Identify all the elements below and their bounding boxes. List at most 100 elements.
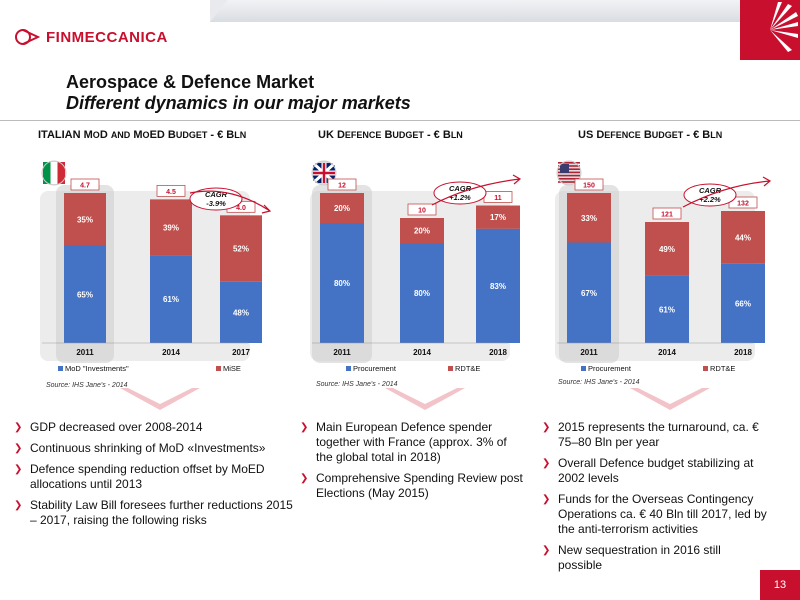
data-label: 49% <box>659 245 675 254</box>
x-tick-label: 2011 <box>333 348 351 357</box>
cagr-value: +1.2% <box>449 193 471 202</box>
source-note-us: Source: IHS Jane's - 2014 <box>558 379 640 386</box>
data-label: 20% <box>414 227 430 236</box>
legend-swatch <box>58 366 63 371</box>
bar-segment-procurement <box>476 228 520 343</box>
total-label-box <box>156 184 186 197</box>
chevron-down-icon <box>385 388 465 410</box>
total-label-box <box>327 178 357 191</box>
bullet-arrow-icon: ❯ <box>542 422 551 433</box>
total-label-box <box>574 178 604 191</box>
legend-swatch <box>448 366 453 371</box>
bullet-arrow-icon: ❯ <box>14 443 23 454</box>
list-item: ❯ Comprehensive Spending Review post Elec… <box>300 471 523 500</box>
total-label: 132 <box>737 201 749 208</box>
data-label: 35% <box>77 215 93 224</box>
total-label: 4.5 <box>166 189 176 196</box>
legend-swatch <box>703 366 708 371</box>
x-tick-label: 2017 <box>232 348 250 357</box>
list-item: ❯ Defence spending reduction offset by Mo… <box>14 462 265 491</box>
data-label: 52% <box>233 245 249 254</box>
list-item: ❯ New sequestration in 2016 still possibl… <box>542 543 721 572</box>
bar-segment-modinvestments <box>220 281 262 343</box>
bar-segment-mise <box>220 215 262 282</box>
bar-segment-rdte <box>645 222 689 276</box>
source-note-italy: Source: IHS Jane's - 2014 <box>46 382 128 389</box>
legend-swatch <box>346 366 351 371</box>
list-item: ❯ GDP decreased over 2008-2014 <box>14 420 203 434</box>
page-title: Aerospace & Defence Market <box>66 72 315 92</box>
total-label: 12 <box>338 183 346 190</box>
bar-segment-rdte <box>567 193 611 243</box>
bar-segment-rdte <box>400 218 444 243</box>
total-label: 150 <box>583 183 595 190</box>
panel-title-us: US DEFENCE BUDGET - € BLN <box>578 129 723 141</box>
list-item: ❯ Overall Defence budget stabilizing at 2… <box>542 456 754 485</box>
chevron-down-icon <box>630 388 710 410</box>
bar-segment-modinvestments <box>150 255 192 343</box>
list-item: ❯ Main European Defence spender together … <box>300 420 507 464</box>
total-label: 11 <box>494 195 502 202</box>
logo-text: FINMECCANICA <box>46 28 168 46</box>
data-label: 80% <box>414 289 430 298</box>
top-banner <box>210 0 800 22</box>
data-label: 66% <box>735 299 751 308</box>
chevron-down-icon <box>120 388 200 410</box>
total-label: 4.0 <box>236 205 246 212</box>
total-label: 121 <box>661 212 673 219</box>
bar-segment-procurement <box>721 263 765 343</box>
uk-budget-chart: 20% 80% 12 2011 20% 80% 10 2014 17% 83% 11 2018 CAGR… <box>310 160 522 373</box>
data-label: 33% <box>581 214 597 223</box>
bar-segment-mise <box>64 193 106 246</box>
bullet-list-italy: ❯ GDP decreased over 2008-2014 ❯ Continuou… <box>14 420 299 534</box>
flag-canton <box>560 164 569 173</box>
cagr-value: -3.9% <box>206 199 226 208</box>
us-budget-chart: 33% 67% 150 2011 49% 61% 121 2014 44% 66% 132 2018 C… <box>555 160 772 373</box>
data-label: 39% <box>163 223 179 232</box>
legend-entry: MiSE <box>223 364 241 373</box>
bullet-arrow-icon: ❯ <box>542 545 551 556</box>
data-label: 80% <box>334 279 350 288</box>
italy-flag-icon <box>41 160 67 186</box>
x-tick-label: 2011 <box>580 348 598 357</box>
panel-title-uk: UK DEFENCE BUDGET - € BLN <box>318 129 463 141</box>
legend-entry: Procurement <box>353 364 397 373</box>
bar-segment-rdte <box>721 211 765 264</box>
bullet-arrow-icon: ❯ <box>542 458 551 469</box>
flag-stripe <box>558 174 580 177</box>
x-tick-label: 2018 <box>734 348 752 357</box>
list-item: ❯ Funds for the Overseas Contingency Oper… <box>542 492 767 536</box>
page-subtitle: Different dynamics in our major markets <box>66 93 411 113</box>
bar-segment-procurement <box>645 275 689 343</box>
flag-stripe <box>558 178 580 180</box>
flag-cross <box>313 163 335 183</box>
bar-segment-rdte <box>476 205 520 229</box>
title-divider <box>0 120 800 121</box>
flag-stripe <box>57 162 65 184</box>
bullet-arrow-icon: ❯ <box>14 464 23 475</box>
company-logo: FINMECCANICA <box>14 28 168 46</box>
flag-stripe <box>43 162 51 184</box>
data-label: 61% <box>659 305 675 314</box>
total-label-box <box>70 178 100 191</box>
data-label: 65% <box>77 290 93 299</box>
flag-stripe <box>558 162 580 164</box>
logo-mark-icon <box>15 29 40 45</box>
cagr-label: CAGR <box>699 186 722 195</box>
legend-swatch <box>216 366 221 371</box>
corner-decoration-icon <box>740 0 800 60</box>
bar-segment-procurement <box>320 223 364 343</box>
bar-segment-modinvestments <box>64 245 106 343</box>
x-tick-label: 2014 <box>162 348 180 357</box>
flag-stripe <box>558 181 580 183</box>
cagr-label: CAGR <box>449 184 472 193</box>
bullet-arrow-icon: ❯ <box>14 422 23 433</box>
list-item: ❯ 2015 represents the turnaround, ca. € 7… <box>542 420 759 449</box>
bar-segment-rdte <box>320 193 364 223</box>
bullet-arrow-icon: ❯ <box>14 500 23 511</box>
legend-entry: MoD "Investments" <box>65 364 129 373</box>
cagr-value: +2.2% <box>699 195 721 204</box>
bullet-list-uk: ❯ Main European Defence spender together … <box>300 420 525 507</box>
total-label: 10 <box>418 208 426 215</box>
data-label: 44% <box>735 233 751 242</box>
